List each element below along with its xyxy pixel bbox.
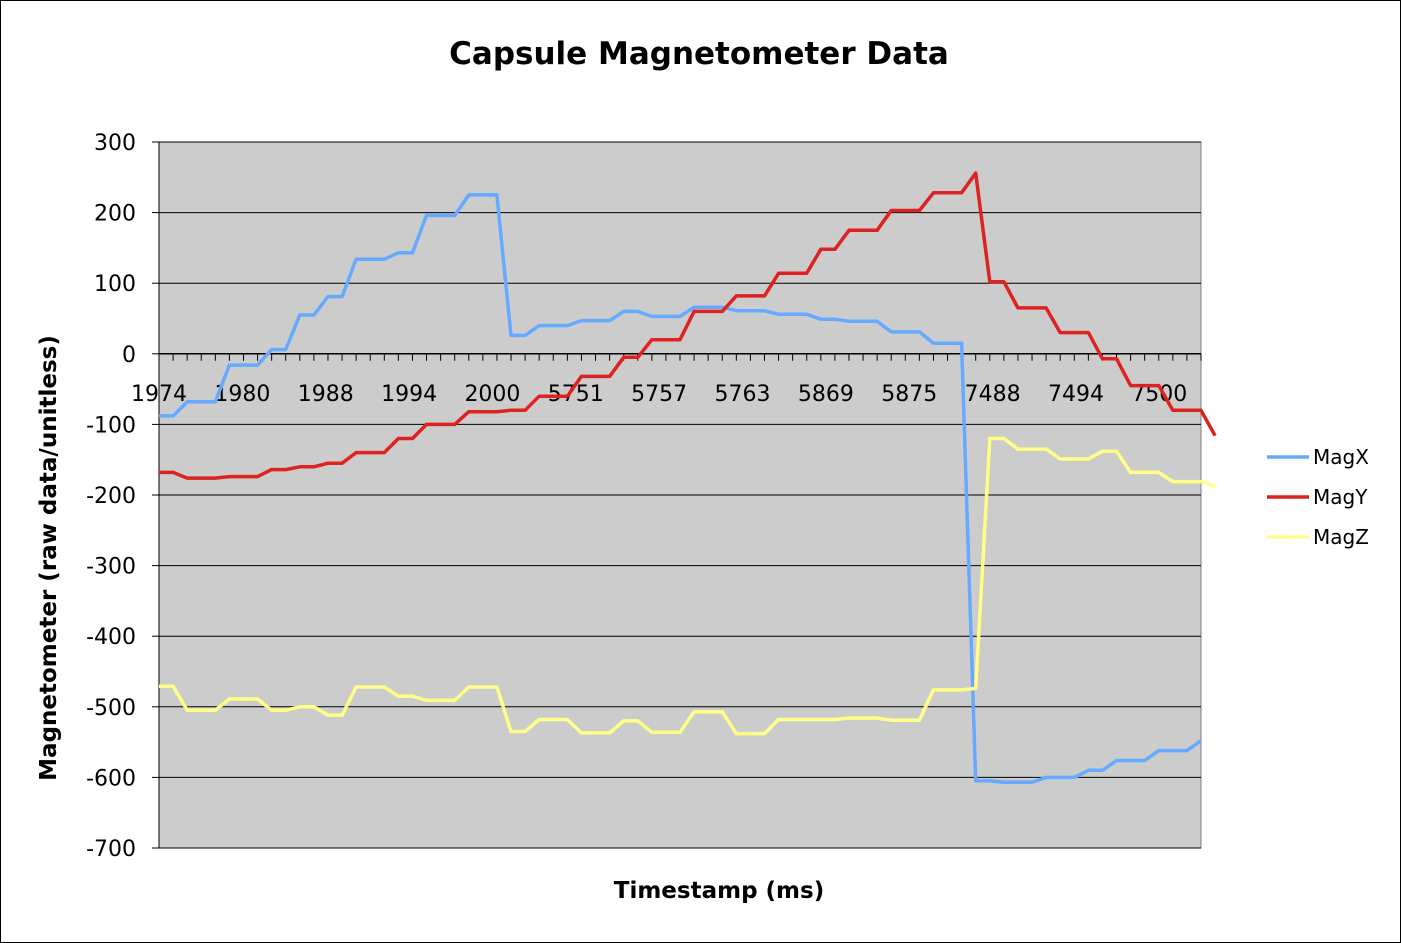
y-tick-label: -400 [86, 625, 136, 650]
x-tick-label: 1974 [131, 382, 187, 407]
y-tick-label: -300 [86, 555, 136, 580]
chart-title: Capsule Magnetometer Data [449, 36, 949, 72]
series-line-magy [159, 171, 1217, 480]
y-tick-label: 300 [94, 131, 136, 156]
x-tick-label: 5757 [631, 382, 687, 407]
x-tick-label: 2000 [464, 382, 520, 407]
y-tick-label: -700 [86, 837, 136, 862]
y-tick-label: 100 [94, 272, 136, 297]
x-tick-label: 7494 [1048, 382, 1104, 407]
y-tick-label: 0 [122, 343, 136, 368]
y-axis-title: Magnetometer (raw data/unitless) [36, 335, 62, 781]
x-tick-label: 1994 [381, 382, 437, 407]
legend-label-magx: MagX [1313, 445, 1369, 469]
y-tick-label: -100 [86, 413, 136, 438]
x-axis-title: Timestamp (ms) [614, 878, 824, 904]
x-tick-label: 7488 [965, 382, 1021, 407]
series-line-magx [159, 193, 1203, 785]
x-axis: 1974 1980 1988 1994 2000 5751 5757 5763 5869 5875… [131, 353, 1202, 407]
y-axis: 300 200 100 0 -100 -200 -300 -400 -500 -600 -700 [86, 131, 160, 862]
x-tick-label: 1988 [298, 382, 354, 407]
y-tick-label: -600 [86, 766, 136, 791]
series-line-magz [159, 436, 1216, 736]
legend-label-magy: MagY [1313, 485, 1368, 509]
y-tick-label: -500 [86, 696, 136, 721]
legend: MagX MagY MagZ [1267, 445, 1369, 549]
x-tick-label: 5763 [715, 382, 771, 407]
legend-label-magz: MagZ [1313, 525, 1369, 549]
x-tick-label: 5875 [881, 382, 937, 407]
x-tick-label: 1980 [214, 382, 270, 407]
y-tick-label: 200 [94, 202, 136, 227]
y-tick-label: -200 [86, 484, 136, 509]
x-tick-label: 5869 [798, 382, 854, 407]
series-lines [159, 171, 1217, 785]
